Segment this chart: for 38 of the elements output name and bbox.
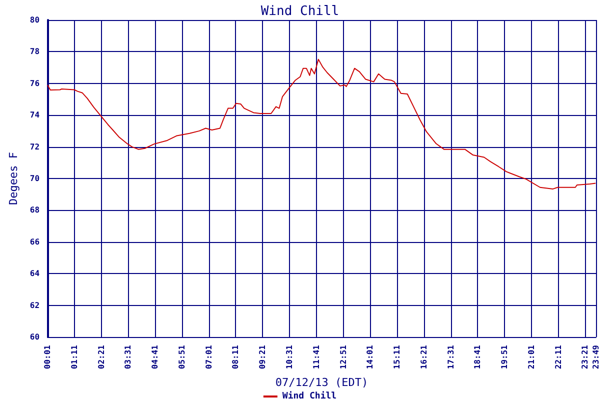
x-tick-label: 23:21 <box>580 344 590 370</box>
x-tick-label: 00:01 <box>43 344 52 370</box>
x-axis-title: 07/12/13 (EDT) <box>275 376 368 389</box>
x-tick-label: 12:51 <box>338 344 348 370</box>
line-series <box>47 58 596 190</box>
x-tick-label: 04:41 <box>150 344 160 370</box>
x-tick-label: 07:01 <box>204 344 214 370</box>
y-axis-title: Degees F <box>7 152 20 205</box>
x-tick-label: 21:01 <box>526 344 536 370</box>
y-tick-label: 66 <box>30 237 40 246</box>
y-tick-label: 64 <box>30 269 40 278</box>
x-tick-label: 23:49 <box>592 344 600 370</box>
x-tick-label: 11:41 <box>312 344 321 370</box>
y-tick-label: 72 <box>30 142 40 152</box>
x-tick-label: 10:31 <box>285 344 294 370</box>
x-tick-label: 01:11 <box>70 344 79 370</box>
y-tick-label: 80 <box>30 16 40 24</box>
x-tick-label: 02:21 <box>96 344 106 370</box>
x-tick-label: 19:51 <box>500 344 510 370</box>
y-tick-label: 68 <box>30 206 40 215</box>
x-tick-label: 16:21 <box>419 344 428 370</box>
x-tick-label: 14:01 <box>366 344 375 370</box>
x-tick-label: 05:51 <box>177 344 186 370</box>
y-tick-label: 74 <box>30 110 40 120</box>
x-tick-label: 03:31 <box>124 344 133 370</box>
y-tick-label: 70 <box>30 174 40 183</box>
x-tick-label: 08:11 <box>231 344 240 370</box>
x-tick-label: 18:41 <box>473 344 482 370</box>
legend-label: Wind Chill <box>282 390 337 400</box>
x-tick-label: 22:11 <box>554 344 563 370</box>
y-tick-label: 76 <box>30 78 40 88</box>
x-tick-label: 15:11 <box>392 344 402 370</box>
y-tick-label: 62 <box>30 300 40 310</box>
chart-title: Wind Chill <box>260 4 340 19</box>
x-tick-label: 17:31 <box>446 344 456 370</box>
y-tick-label: 78 <box>30 47 40 56</box>
y-tick-label: 60 <box>30 332 40 342</box>
x-tick-label: 09:21 <box>258 344 268 370</box>
